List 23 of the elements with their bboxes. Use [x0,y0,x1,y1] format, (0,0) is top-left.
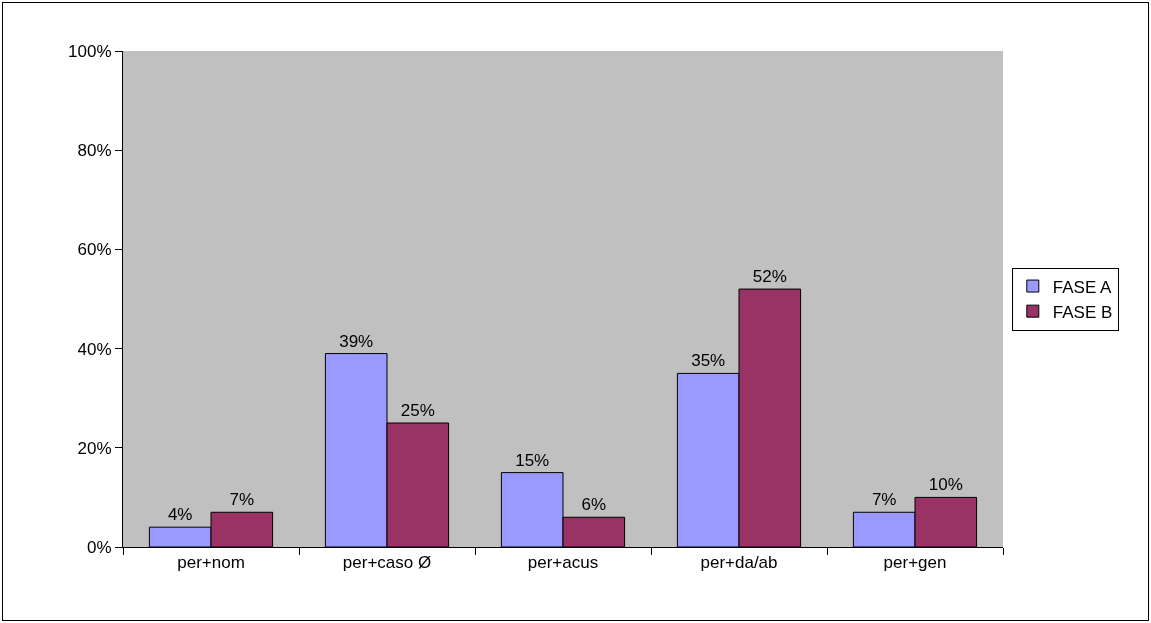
y-tick-label: 80% [77,141,112,161]
x-tick-label: per+caso Ø [342,553,432,573]
data-label: 7% [871,490,897,510]
y-tick-label: 0% [87,537,112,557]
y-tick-label: 20% [77,438,112,458]
y-tick-label: 60% [77,240,112,260]
y-tick-label: 100% [68,41,112,61]
x-tick-label: per+nom [177,553,245,573]
data-label: 6% [581,495,607,515]
data-label: 52% [752,267,787,287]
data-label: 39% [339,331,374,351]
legend-label: FASE B [1052,302,1113,322]
data-label: 25% [400,401,435,420]
data-label: 15% [515,450,550,470]
data-label: 7% [229,490,255,510]
y-tick-label: 40% [77,339,112,359]
data-label: 4% [167,505,193,525]
x-tick-label: per+da/ab [700,553,778,573]
data-label: 35% [691,351,726,371]
data-label: 10% [928,475,963,495]
legend-label: FASE A [1052,277,1113,297]
x-tick-label: per+gen [883,553,947,573]
x-tick-label: per+acus [527,553,599,573]
